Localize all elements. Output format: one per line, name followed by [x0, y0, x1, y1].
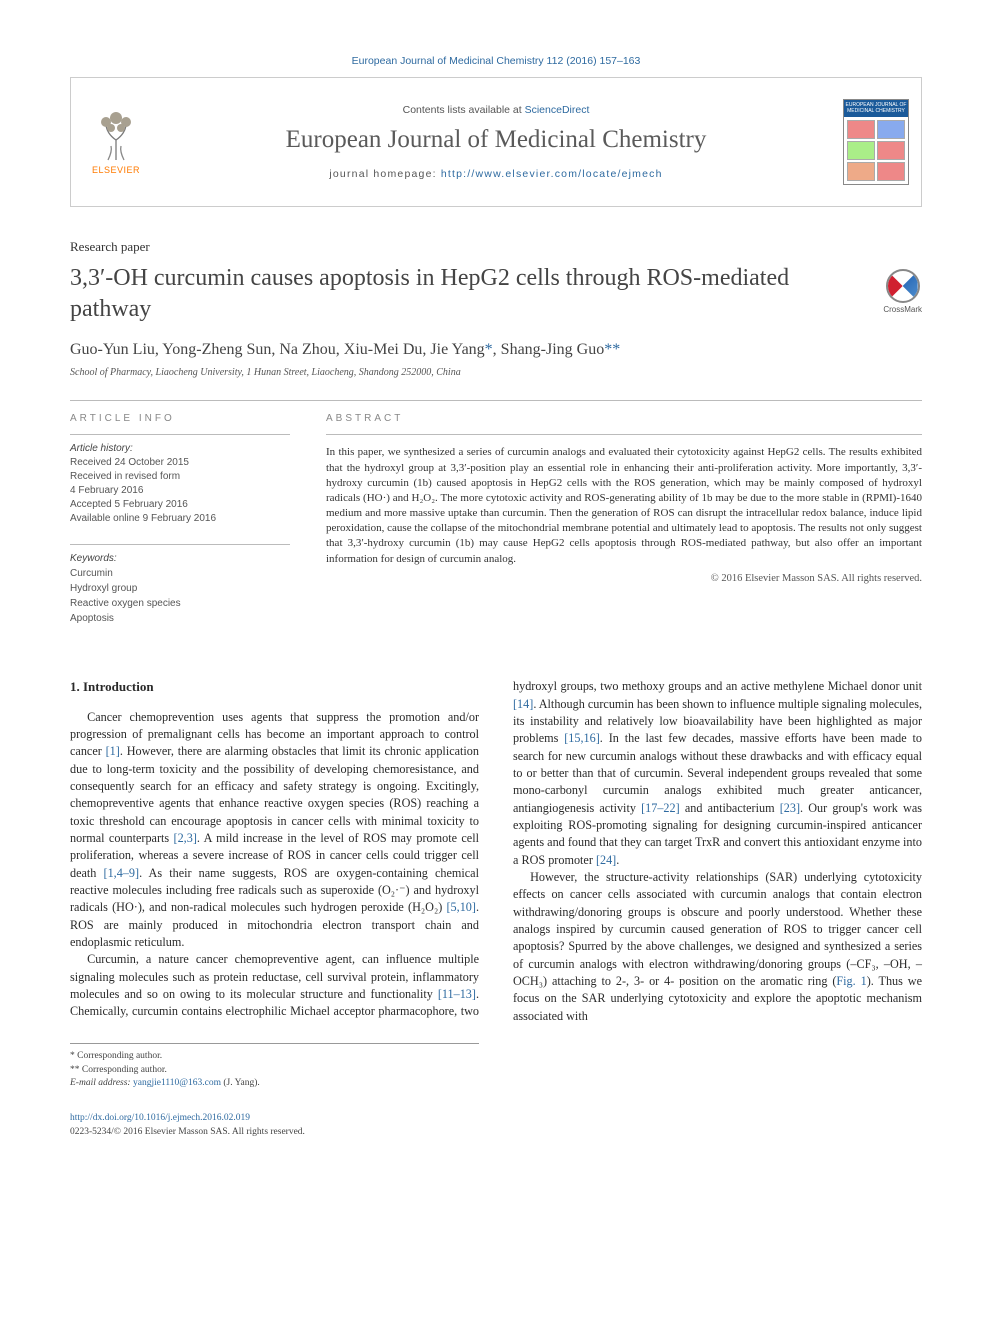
keyword-1: Curcumin	[70, 566, 290, 581]
history-received: Received 24 October 2015	[70, 456, 290, 470]
cover-title: EUROPEAN JOURNAL OF MEDICINAL CHEMISTRY	[844, 100, 908, 117]
email-tail: (J. Yang).	[221, 1078, 260, 1088]
ref-2-3[interactable]: [2,3]	[174, 831, 197, 845]
abstract-copyright: © 2016 Elsevier Masson SAS. All rights r…	[326, 573, 922, 584]
ref-fig1[interactable]: Fig. 1	[836, 974, 866, 988]
p3a: However, the structure-activity relation…	[513, 870, 922, 988]
article-info-heading: ARTICLE INFO	[70, 401, 290, 435]
p2a: Curcumin, a nature cancer chemopreventiv…	[70, 952, 479, 1001]
keywords-heading: Keywords:	[70, 553, 290, 564]
doi-link[interactable]: http://dx.doi.org/10.1016/j.ejmech.2016.…	[70, 1111, 922, 1125]
journal-cover-thumb: EUROPEAN JOURNAL OF MEDICINAL CHEMISTRY	[843, 99, 909, 185]
abstract-heading: ABSTRACT	[326, 401, 922, 435]
history-heading: Article history:	[70, 443, 290, 454]
corr-mark-1: *	[485, 341, 493, 358]
authors-main: Guo-Yun Liu, Yong-Zheng Sun, Na Zhou, Xi…	[70, 341, 485, 358]
corr-author-1: * Corresponding author.	[70, 1050, 479, 1064]
info-abstract-row: ARTICLE INFO Article history: Received 2…	[70, 400, 922, 626]
ref-1-4-9[interactable]: [1,4–9]	[104, 866, 140, 880]
article-info-block: ARTICLE INFO Article history: Received 2…	[70, 401, 290, 626]
para-3: However, the structure-activity relation…	[513, 869, 922, 1025]
history-online: Available online 9 February 2016	[70, 512, 290, 526]
para-1: Cancer chemoprevention uses agents that …	[70, 709, 479, 952]
ref-1[interactable]: [1]	[106, 744, 120, 758]
cover-body	[844, 117, 908, 184]
contents-available-line: Contents lists available at ScienceDirec…	[403, 104, 590, 116]
header-center: Contents lists available at ScienceDirec…	[161, 78, 831, 206]
crossmark-badge[interactable]: CrossMark	[883, 269, 922, 314]
author-list: Guo-Yun Liu, Yong-Zheng Sun, Na Zhou, Xi…	[70, 341, 922, 359]
ref-17-22[interactable]: [17–22]	[641, 801, 680, 815]
section-1-heading: 1. Introduction	[70, 678, 479, 696]
ref-23[interactable]: [23]	[780, 801, 800, 815]
journal-name: European Journal of Medicinal Chemistry	[286, 126, 707, 154]
abstract-text: In this paper, we synthesized a series o…	[326, 445, 922, 566]
history-revised-lead: Received in revised form	[70, 470, 290, 484]
homepage-lead: journal homepage:	[329, 168, 441, 180]
homepage-link[interactable]: http://www.elsevier.com/locate/ejmech	[441, 168, 663, 180]
cover-cell: EUROPEAN JOURNAL OF MEDICINAL CHEMISTRY	[831, 78, 921, 206]
publisher-name: ELSEVIER	[92, 165, 140, 175]
ref-11-13[interactable]: [11–13]	[438, 987, 476, 1001]
history-accepted: Accepted 5 February 2016	[70, 498, 290, 512]
keyword-2: Hydroxyl group	[70, 581, 290, 596]
email-link[interactable]: yangjie1110@163.com	[133, 1078, 221, 1088]
corr-author-2: ** Corresponding author.	[70, 1064, 479, 1078]
ref-15-16[interactable]: [15,16]	[564, 731, 600, 745]
bottom-matter: http://dx.doi.org/10.1016/j.ejmech.2016.…	[70, 1111, 922, 1140]
journal-header-box: ELSEVIER Contents lists available at Sci…	[70, 77, 922, 207]
ref-5-10[interactable]: [5,10]	[447, 900, 476, 914]
citation-line: European Journal of Medicinal Chemistry …	[70, 55, 922, 67]
authors-sep: , Shang-Jing Guo	[493, 341, 605, 358]
crossmark-label: CrossMark	[883, 305, 922, 314]
publisher-cell: ELSEVIER	[71, 78, 161, 206]
affiliation: School of Pharmacy, Liaocheng University…	[70, 367, 922, 378]
issn-copyright: 0223-5234/© 2016 Elsevier Masson SAS. Al…	[70, 1125, 922, 1139]
email-lead: E-mail address:	[70, 1078, 133, 1088]
keyword-3: Reactive oxygen species	[70, 596, 290, 611]
history-revised-date: 4 February 2016	[70, 484, 290, 498]
contents-lead: Contents lists available at	[403, 104, 525, 116]
sciencedirect-link[interactable]: ScienceDirect	[525, 104, 590, 116]
keyword-4: Apoptosis	[70, 611, 290, 626]
elsevier-tree-icon	[92, 110, 140, 162]
abstract-block: ABSTRACT In this paper, we synthesized a…	[326, 401, 922, 626]
article-type-label: Research paper	[70, 239, 922, 255]
title-row: 3,3′-OH curcumin causes apoptosis in Hep…	[70, 263, 922, 325]
corresponding-footnotes: * Corresponding author. ** Corresponding…	[70, 1043, 479, 1091]
article-title: 3,3′-OH curcumin causes apoptosis in Hep…	[70, 263, 883, 325]
p2e: and antibacterium	[680, 801, 780, 815]
corr-mark-2: **	[604, 341, 620, 358]
keywords-block: Keywords: Curcumin Hydroxyl group Reacti…	[70, 544, 290, 626]
p2g: .	[616, 853, 619, 867]
email-line: E-mail address: yangjie1110@163.com (J. …	[70, 1077, 479, 1091]
journal-homepage-line: journal homepage: http://www.elsevier.co…	[329, 168, 662, 180]
ref-14[interactable]: [14]	[513, 697, 533, 711]
body-columns: 1. Introduction Cancer chemoprevention u…	[70, 678, 922, 1025]
ref-24[interactable]: [24]	[596, 853, 616, 867]
crossmark-icon	[886, 269, 920, 303]
